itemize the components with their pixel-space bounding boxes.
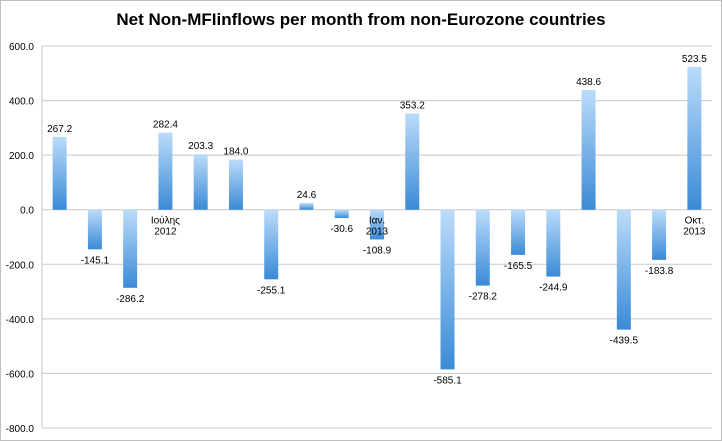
- bar: [123, 209, 138, 288]
- y-tick-label: -600.0: [6, 369, 35, 380]
- y-tick-label: -800.0: [6, 424, 35, 435]
- y-tick-label: 0.0: [20, 206, 34, 217]
- bar: [228, 159, 243, 210]
- bar: [687, 66, 702, 210]
- data-label: 203.3: [188, 141, 213, 152]
- grid-lines: [42, 45, 712, 429]
- category-label: Ιαν.: [369, 216, 385, 227]
- data-label: 438.6: [576, 77, 601, 88]
- data-label: -244.9: [539, 283, 568, 294]
- bar: [546, 209, 561, 277]
- bar: [405, 113, 420, 210]
- y-tick-label: -200.0: [6, 260, 35, 271]
- data-label: -108.9: [363, 245, 392, 256]
- bars: [52, 66, 702, 370]
- bar: [334, 209, 349, 219]
- data-label: -255.1: [257, 285, 286, 296]
- data-label: -165.5: [504, 261, 533, 272]
- bar: [616, 209, 631, 330]
- y-tick-label: 200.0: [9, 151, 34, 162]
- bar: [370, 209, 384, 240]
- bar: [299, 203, 314, 210]
- bar: [475, 209, 490, 286]
- data-label: -145.1: [81, 255, 110, 266]
- bar: [581, 90, 596, 210]
- data-label: 353.2: [400, 100, 425, 111]
- category-label: 2012: [154, 227, 177, 238]
- data-label: 267.2: [47, 124, 72, 135]
- category-label: Ιούλης: [151, 215, 180, 227]
- bar: [193, 154, 208, 210]
- data-label: -439.5: [610, 336, 639, 347]
- data-label: -286.2: [116, 294, 145, 305]
- y-tick-label: 600.0: [9, 42, 34, 53]
- chart-title: Net Non-MFIinflows per month from non-Eu…: [116, 10, 606, 29]
- data-label: 523.5: [682, 54, 707, 65]
- bar: [52, 136, 67, 210]
- bar: [87, 209, 102, 250]
- bar: [511, 209, 526, 255]
- y-tick-label: 400.0: [9, 97, 34, 108]
- bar: [158, 132, 173, 210]
- data-label: 24.6: [297, 190, 317, 201]
- bar: [652, 209, 667, 260]
- bar: [440, 209, 455, 370]
- data-label: 184.0: [223, 147, 248, 158]
- y-tick-label: -400.0: [6, 315, 35, 326]
- data-label: -278.2: [469, 292, 498, 303]
- bar: [264, 209, 279, 280]
- data-label: 282.4: [153, 120, 178, 131]
- category-label: Οκτ.: [685, 216, 705, 227]
- y-axis: 600.0 400.0 200.0 0.0 -200.0 -400.0 -600.0 -800…: [6, 42, 43, 435]
- data-labels: 267.2 -145.1 -286.2 282.4 203.3 184.0 -255.1 24…: [47, 54, 707, 386]
- data-label: -183.8: [645, 266, 674, 277]
- data-label: -585.1: [433, 375, 462, 386]
- data-label: -30.6: [330, 224, 353, 235]
- category-label: 2013: [683, 227, 706, 238]
- category-label: 2013: [366, 227, 389, 238]
